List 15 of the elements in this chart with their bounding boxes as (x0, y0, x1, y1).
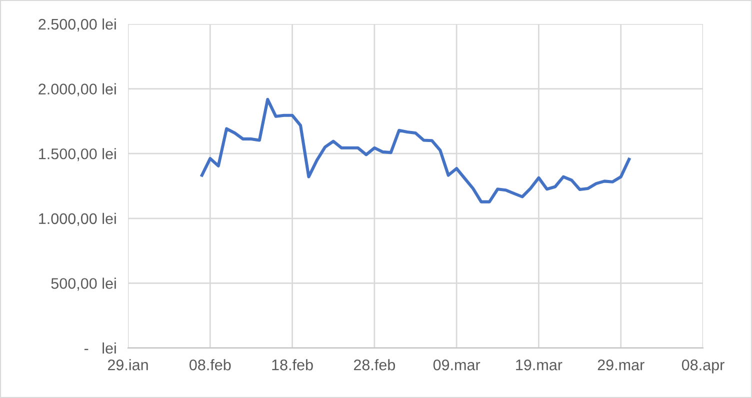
y-tick-label: 1.000,00 lei (39, 212, 116, 226)
y-tick-label: 500,00 lei (51, 278, 116, 291)
x-tick-label: 29.mar (598, 360, 644, 370)
y-tick-label: 2.000,00 lei (38, 83, 116, 96)
x-tick-label: 28.feb (354, 359, 396, 370)
line-series (200, 98, 631, 204)
x-tick-label: 09.mar (433, 360, 480, 370)
y-tick-label: 1.500,00 lei (39, 148, 116, 162)
x-tick-label: 08.apr (682, 360, 724, 374)
y-tick-label: - lei (84, 342, 116, 354)
x-tick-label: 08.feb (190, 359, 231, 370)
x-tick-label: 18.feb (272, 359, 313, 370)
x-tick-label: 19.mar (516, 360, 562, 370)
y-tick-label: 2.500,00 lei (38, 18, 116, 32)
x-tick-label: 29.ian (108, 359, 148, 370)
